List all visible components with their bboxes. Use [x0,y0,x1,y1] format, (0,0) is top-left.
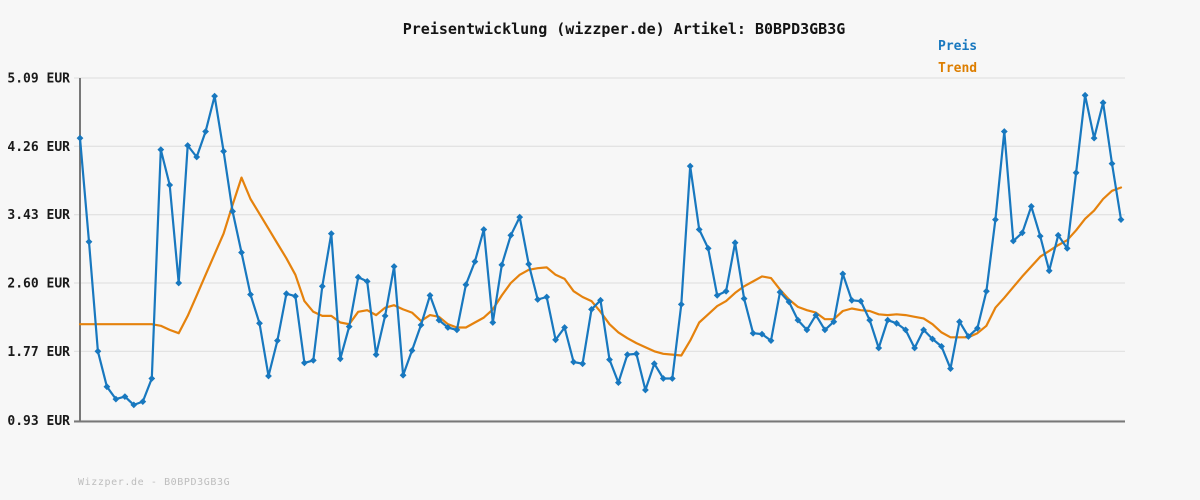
y-axis-label: 0.93 EUR [7,414,70,429]
preis-line [78,94,1123,406]
y-axis-label: 1.77 EUR [7,345,70,360]
y-axis-label: 5.09 EUR [7,72,70,87]
y-axis-label: 3.43 EUR [7,208,70,223]
legend-label-preis: Preis [938,39,978,54]
chart-title: Preisentwicklung (wizzper.de) Artikel: B… [402,20,846,38]
y-axis-label: 4.26 EUR [7,140,70,155]
y-axis-label: 2.60 EUR [7,277,70,292]
legend-label-trend: Trend [938,61,978,76]
trend-line [78,176,1123,357]
chart-legend: Preis Trend [938,38,977,78]
preis-markers [76,91,1125,409]
watermark-text: Wizzper.de - B0BPD3GB3G [78,477,231,488]
